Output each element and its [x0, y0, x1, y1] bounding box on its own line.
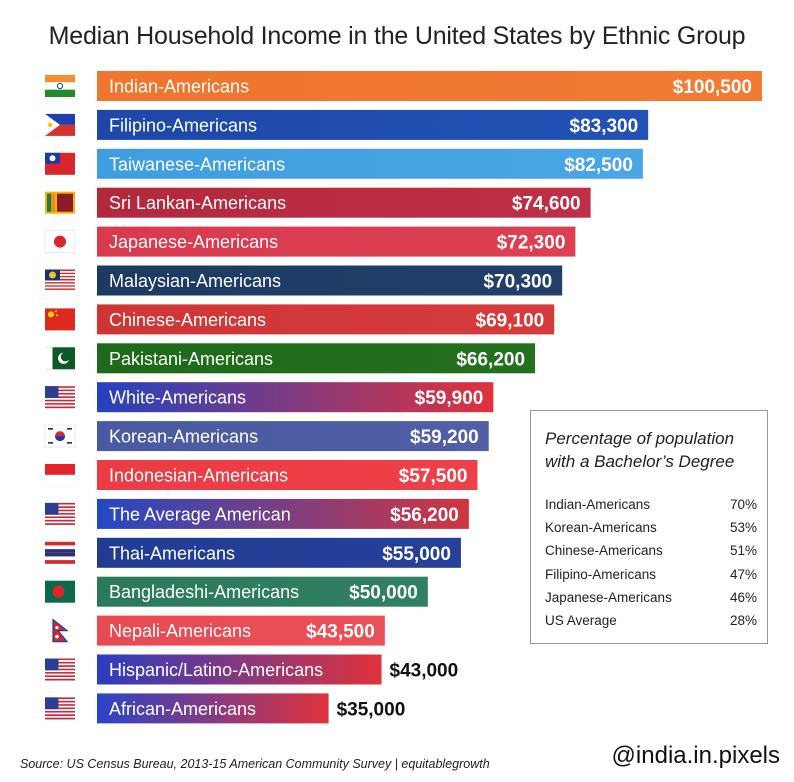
taiwan-flag-icon [45, 152, 75, 175]
inset-title: Percentage of population with a Bachelor… [545, 429, 735, 471]
bar-value-label: $66,200 [456, 349, 525, 370]
bar-value-label: $43,000 [390, 661, 459, 682]
bar [97, 654, 382, 685]
bar-value-label: $56,200 [390, 505, 459, 526]
bar [97, 265, 563, 296]
inset-row-value: 70% [729, 497, 757, 512]
bar-category-label: Hispanic/Latino-Americans [109, 660, 323, 680]
inset-row-value: 53% [729, 520, 757, 536]
bar [97, 148, 643, 179]
inset-rows: Indian-Americans 70% Korean-Americans 53% … [545, 493, 757, 632]
inset-row-label: Filipino-Americans [545, 566, 657, 582]
inset-row: Chinese-Americans 51% [545, 539, 757, 562]
inset-row-value: 47% [729, 566, 757, 582]
bar-category-label: Filipino-Americans [109, 115, 257, 135]
inset-row: Korean-Americans 53% [545, 516, 757, 539]
bar-category-label: Chinese-Americans [109, 310, 266, 330]
bar-category-label: Malaysian-Americans [109, 271, 281, 291]
bar-value-label: $83,300 [570, 116, 639, 137]
source-note: Source: US Census Bureau, 2013-15 Americ… [20, 757, 490, 771]
bar-category-label: Indonesian-Americans [109, 466, 288, 486]
bar [97, 109, 649, 140]
bar-value-label: $55,000 [382, 544, 451, 565]
inset-row-label: Japanese-Americans [545, 589, 672, 605]
bar-category-label: Taiwanese-Americans [109, 154, 285, 174]
bar-category-label: The Average American [109, 504, 291, 524]
japan-flag-icon [44, 230, 76, 253]
bar-value-label: $82,500 [564, 155, 633, 176]
bar [97, 382, 494, 413]
china-flag-icon [45, 308, 75, 331]
bar-value-label: $74,600 [512, 194, 581, 215]
bar [97, 576, 428, 607]
bar [97, 343, 536, 374]
usa-flag-icon [45, 697, 75, 720]
bar [97, 71, 762, 101]
inset-row-value: 28% [729, 612, 757, 628]
malaysia-flag-icon [45, 269, 75, 292]
inset-row-label: Chinese-Americans [545, 543, 663, 559]
inset-row: Filipino-Americans 47% [545, 563, 757, 586]
bar-category-label: Pakistani-Americans [109, 349, 273, 369]
philippines-flag-icon [45, 113, 75, 136]
usa-flag-icon [45, 502, 75, 525]
bar-value-label: $35,000 [337, 699, 406, 720]
inset-row-label: Korean-Americans [545, 520, 657, 536]
nepal-flag-icon [52, 618, 69, 643]
inset-row-label: US Average [545, 612, 617, 628]
bar-category-label: Bangladeshi-Americans [109, 582, 299, 602]
bar-value-label: $50,000 [349, 583, 418, 604]
inset-row: Japanese-Americans 46% [545, 586, 757, 609]
bar-value-label: $100,500 [673, 77, 752, 98]
chart-title: Median Household Income in the United St… [48, 22, 746, 50]
bar [97, 187, 591, 218]
income-bar-chart: Indian-Americans $100,500 Filipino-America… [44, 71, 762, 724]
inset-row: Indian-Americans 70% [545, 493, 757, 516]
pakistan-flag-icon [45, 347, 75, 370]
bachelor-degree-inset: Percentage of population with a Bachelor… [530, 410, 768, 644]
usa-flag-icon [45, 386, 75, 409]
bar-value-label: $59,900 [415, 388, 484, 409]
inset-row: US Average 28% [545, 609, 757, 632]
bar-category-label: Japanese-Americans [109, 232, 278, 252]
bar-value-label: $59,200 [410, 427, 479, 448]
sri-lanka-flag-icon [45, 191, 75, 214]
thailand-flag-icon [45, 541, 75, 564]
bar [97, 226, 576, 257]
bar [97, 498, 469, 529]
south-korea-flag-icon [44, 424, 76, 448]
watermark-handle: @india.in.pixels [611, 742, 780, 769]
bar [97, 304, 555, 335]
bar-category-label: Thai-Americans [109, 543, 235, 563]
bar [97, 460, 478, 490]
bar-category-label: Korean-Americans [109, 427, 258, 447]
bar [97, 693, 329, 724]
bangladesh-flag-icon [45, 580, 75, 603]
bar-category-label: Indian-Americans [109, 77, 249, 97]
usa-flag-icon [45, 658, 75, 681]
india-flag-icon [45, 75, 75, 97]
bar-category-label: Sri Lankan-Americans [109, 193, 286, 213]
bar-category-label: Nepali-Americans [109, 621, 251, 641]
bar [97, 537, 461, 568]
bar-value-label: $69,100 [476, 310, 545, 331]
bar [97, 421, 489, 452]
inset-row-label: Indian-Americans [545, 497, 651, 512]
indonesia-flag-icon [44, 464, 76, 487]
bar-value-label: $57,500 [399, 466, 468, 487]
bar-value-label: $72,300 [497, 233, 566, 254]
bar-value-label: $43,500 [306, 622, 375, 643]
bar-category-label: White-Americans [109, 388, 246, 408]
bar-value-label: $70,300 [483, 272, 552, 293]
inset-row-value: 46% [729, 589, 757, 605]
bar-category-label: African-Americans [109, 699, 256, 719]
inset-row-value: 51% [729, 543, 757, 559]
bar [97, 615, 385, 646]
